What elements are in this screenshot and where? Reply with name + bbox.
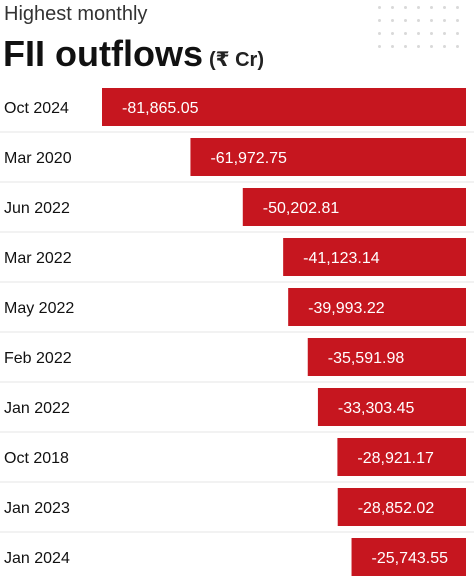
category-label: May 2022 bbox=[4, 300, 74, 317]
decorative-dot bbox=[417, 32, 420, 35]
decorative-dot bbox=[456, 6, 459, 9]
decorative-dot bbox=[404, 19, 407, 22]
decorative-dot bbox=[378, 19, 381, 22]
decorative-dot bbox=[378, 6, 381, 9]
bar-value-label: -41,123.14 bbox=[303, 250, 380, 267]
decorative-dot bbox=[391, 19, 394, 22]
bar bbox=[288, 288, 466, 326]
category-label: Mar 2022 bbox=[4, 250, 72, 267]
decorative-dot bbox=[391, 32, 394, 35]
category-label: Jan 2023 bbox=[4, 500, 70, 517]
category-label: Jan 2024 bbox=[4, 550, 70, 567]
chart-header: Highest monthly FII outflows (₹ Cr) bbox=[0, 0, 474, 86]
decorative-dot bbox=[430, 45, 433, 48]
decorative-dot bbox=[456, 32, 459, 35]
bar bbox=[351, 538, 466, 576]
decorative-dot bbox=[430, 6, 433, 9]
bar-value-label: -25,743.55 bbox=[372, 550, 449, 567]
bar-value-label: -39,993.22 bbox=[308, 300, 385, 317]
bar-chart: Oct 2024 -81,865.05 Mar 2020 -61,972.75 Jun … bbox=[0, 88, 474, 576]
bar bbox=[283, 238, 466, 276]
chart-title-text: FII outflows bbox=[3, 33, 203, 74]
decorative-dot bbox=[456, 19, 459, 22]
bar bbox=[337, 438, 466, 476]
category-label: Mar 2020 bbox=[4, 150, 72, 167]
category-label: Oct 2018 bbox=[4, 450, 69, 467]
bar-value-label: -81,865.05 bbox=[122, 100, 199, 117]
decorative-dot-grid bbox=[378, 6, 470, 62]
decorative-dot bbox=[430, 19, 433, 22]
bar-value-label: -50,202.81 bbox=[263, 200, 340, 217]
decorative-dot bbox=[404, 6, 407, 9]
bar bbox=[317, 388, 466, 426]
decorative-dot bbox=[378, 32, 381, 35]
category-label: Oct 2024 bbox=[4, 100, 69, 117]
decorative-dot bbox=[430, 32, 433, 35]
category-label: Jun 2022 bbox=[4, 200, 70, 217]
decorative-dot bbox=[417, 19, 420, 22]
chart-subtitle: Highest monthly bbox=[4, 3, 148, 25]
decorative-dot bbox=[378, 45, 381, 48]
decorative-dot bbox=[404, 45, 407, 48]
bar bbox=[337, 488, 466, 526]
decorative-dot bbox=[443, 32, 446, 35]
decorative-dot bbox=[391, 45, 394, 48]
decorative-dot bbox=[443, 6, 446, 9]
decorative-dot bbox=[417, 45, 420, 48]
category-label: Feb 2022 bbox=[4, 350, 72, 367]
decorative-dot bbox=[443, 45, 446, 48]
chart-title-unit: (₹ Cr) bbox=[208, 49, 264, 71]
bar bbox=[102, 88, 466, 126]
bar-value-label: -35,591.98 bbox=[328, 350, 405, 367]
decorative-dot bbox=[404, 32, 407, 35]
bar-value-label: -33,303.45 bbox=[338, 400, 415, 417]
bar bbox=[242, 188, 466, 226]
bar-value-label: -28,852.02 bbox=[358, 500, 435, 517]
bar-value-label: -28,921.17 bbox=[357, 450, 434, 467]
bar bbox=[190, 138, 466, 176]
bar-value-label: -61,972.75 bbox=[210, 150, 287, 167]
decorative-dot bbox=[443, 19, 446, 22]
chart-title: FII outflows (₹ Cr) bbox=[3, 32, 264, 84]
decorative-dot bbox=[456, 45, 459, 48]
bar bbox=[307, 338, 466, 376]
decorative-dot bbox=[417, 6, 420, 9]
decorative-dot bbox=[391, 6, 394, 9]
category-label: Jan 2022 bbox=[4, 400, 70, 417]
